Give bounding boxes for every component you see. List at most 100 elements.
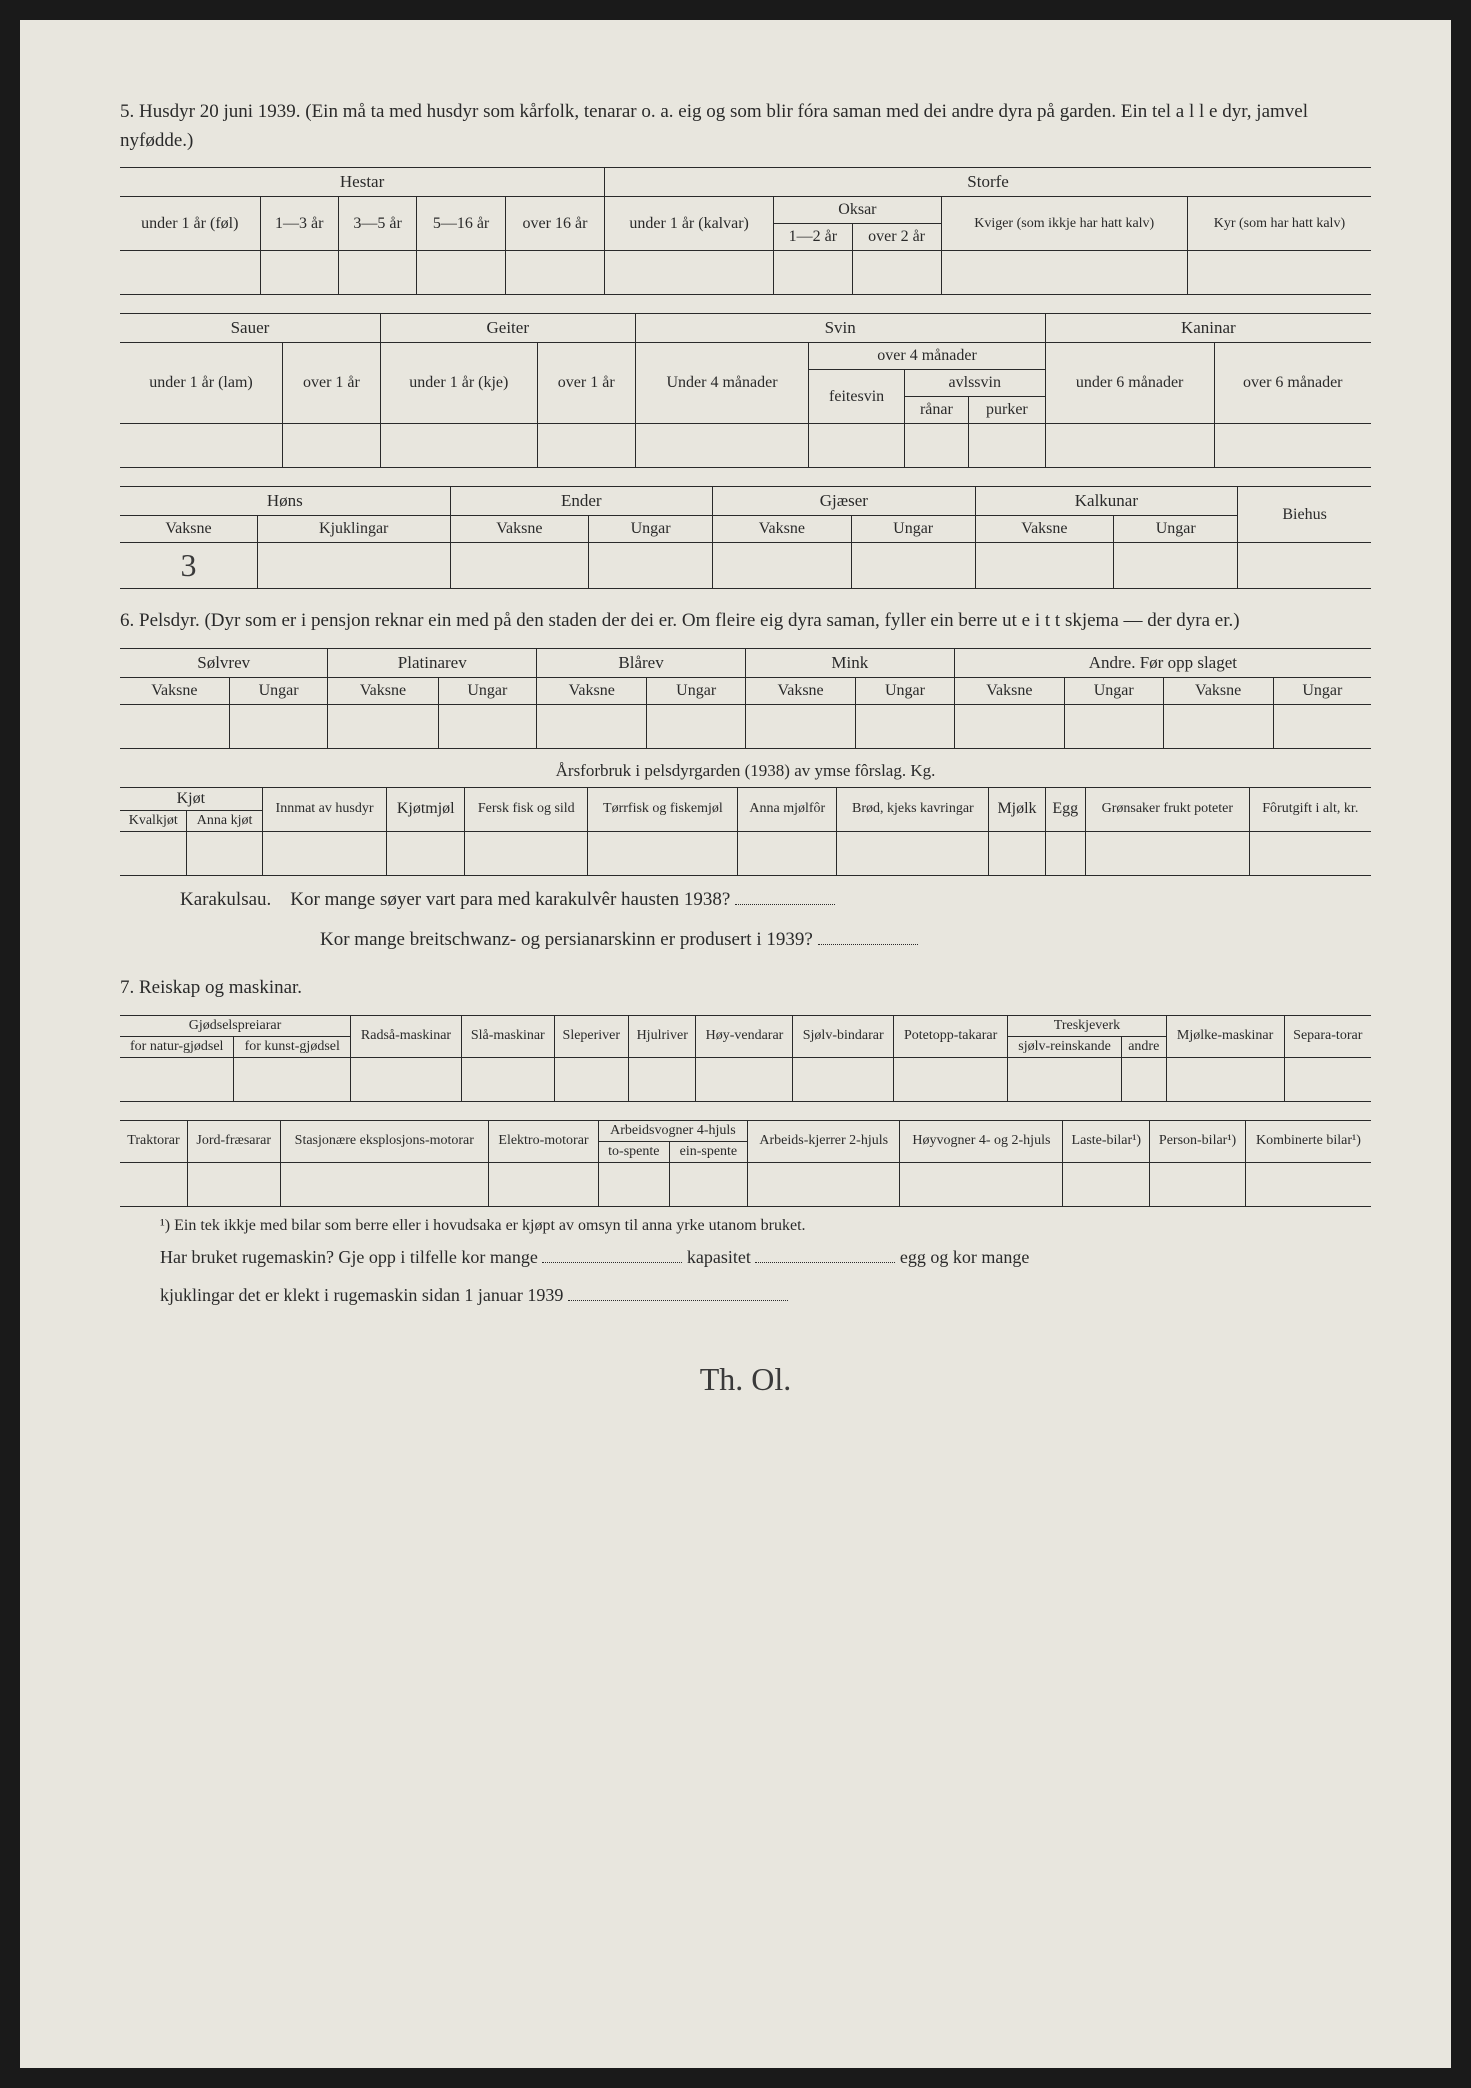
cell: [893, 1057, 1007, 1101]
col: under 6 månader: [1045, 343, 1214, 424]
col: Potetopp-takarar: [893, 1015, 1007, 1057]
cell: [696, 1057, 793, 1101]
cell: [904, 424, 968, 468]
blank-line: [735, 886, 835, 905]
col: Ungar: [589, 516, 713, 543]
col: Laste-bilar¹): [1063, 1120, 1150, 1162]
cell: [234, 1057, 351, 1101]
cell: [417, 251, 506, 295]
karakul-text2: Kor mange breitschwanz- og persianarskin…: [320, 929, 813, 950]
table-hestar-storfe: Hestar Storfe under 1 år (føl) 1—3 år 3—…: [120, 167, 1371, 295]
cell: [351, 1057, 462, 1101]
cell: [262, 831, 387, 875]
cell: [793, 1057, 893, 1101]
karakul-q1: Karakulsau. Kor mange søyer vart para me…: [180, 884, 1371, 916]
col: Vaksne: [450, 516, 589, 543]
table-arsforbruk: Kjøt Innmat av husdyr Kjøtmjøl Fersk fis…: [120, 787, 1371, 876]
karakul-label: Karakulsau.: [180, 889, 271, 910]
cell: [588, 831, 738, 875]
col: for kunst-gjødsel: [234, 1036, 351, 1057]
col: Separa-torar: [1284, 1015, 1371, 1057]
col: Ungar: [1114, 516, 1238, 543]
section-6-title: 6. Pelsdyr. (Dyr som er i pensjon reknar…: [120, 607, 1371, 636]
text: egg og kor mange: [900, 1247, 1029, 1267]
col: Anna mjølfôr: [738, 787, 837, 831]
cell: [120, 831, 187, 875]
sup: ¹): [1227, 1133, 1236, 1148]
personbilar-label: Person-bilar: [1159, 1133, 1227, 1148]
blarev-header: Blårev: [537, 648, 746, 677]
gjodsel-header: Gjødselspreiarar: [120, 1015, 351, 1036]
col: under 1 år (kje): [380, 343, 537, 424]
col: 5—16 år: [417, 197, 506, 251]
cell: [969, 424, 1046, 468]
cell: [629, 1057, 696, 1101]
cell: [387, 831, 465, 875]
svin-header: Svin: [635, 314, 1045, 343]
oksar-header: Oksar: [774, 197, 941, 224]
cell: [537, 424, 635, 468]
col: Ungar: [851, 516, 975, 543]
cell: [669, 1162, 747, 1206]
col: Grønsaker frukt poteter: [1086, 787, 1250, 831]
cell: [837, 831, 989, 875]
col: Jord-fræsarar: [187, 1120, 280, 1162]
sup: ¹): [1352, 1133, 1361, 1148]
cell: [1249, 831, 1371, 875]
cell: [1114, 543, 1238, 589]
col: Slå-maskinar: [461, 1015, 554, 1057]
mink-header: Mink: [745, 648, 954, 677]
biehus-header: Biehus: [1238, 487, 1371, 543]
cell: [1064, 704, 1163, 748]
col: Mjølke-maskinar: [1166, 1015, 1284, 1057]
cell: [120, 424, 283, 468]
col: Under 4 månader: [635, 343, 809, 424]
cell: [187, 831, 262, 875]
col: Stasjonære eksplosjons-motorar: [280, 1120, 489, 1162]
col: Brød, kjeks kavringar: [837, 787, 989, 831]
col: 3—5 år: [338, 197, 416, 251]
col: Vaksne: [713, 516, 852, 543]
col: to-spente: [598, 1141, 669, 1162]
col: Vaksne: [954, 677, 1064, 704]
cell: [738, 831, 837, 875]
col: Anna kjøt: [187, 810, 262, 831]
cell: [975, 543, 1114, 589]
section-5-title: 5. Husdyr 20 juni 1939. (Ein må ta med h…: [120, 98, 1371, 155]
col: Radså-maskinar: [351, 1015, 462, 1057]
kjot-header: Kjøt: [120, 787, 262, 810]
col: under 1 år (lam): [120, 343, 283, 424]
treskje-header: Treskjeverk: [1008, 1015, 1166, 1036]
table-reiskap-2: Traktorar Jord-fræsarar Stasjonære ekspl…: [120, 1120, 1371, 1207]
sauer-header: Sauer: [120, 314, 380, 343]
col: Høy-vendarar: [696, 1015, 793, 1057]
karakul-q2: Kor mange breitschwanz- og persianarskin…: [320, 924, 1371, 956]
col: Elektro-motorar: [489, 1120, 599, 1162]
cell: [954, 704, 1064, 748]
cell: [941, 251, 1187, 295]
cell: [1187, 251, 1371, 295]
col: Vaksne: [328, 677, 438, 704]
col: Vaksne: [120, 677, 229, 704]
col: feitesvin: [809, 370, 904, 424]
col: avlssvin: [904, 370, 1045, 397]
footnote-1: ¹) Ein tek ikkje med bilar som berre ell…: [160, 1217, 1371, 1235]
col: Kjøtmjøl: [387, 787, 465, 831]
col: Kviger (som ikkje har hatt kalv): [941, 197, 1187, 251]
cell: [120, 1162, 187, 1206]
table-reiskap-1: Gjødselspreiarar Radså-maskinar Slå-mask…: [120, 1015, 1371, 1102]
platinarev-header: Platinarev: [328, 648, 537, 677]
cell: [1214, 424, 1371, 468]
cell: [589, 543, 713, 589]
cell: [328, 704, 438, 748]
cell: [380, 424, 537, 468]
col: Høyvogner 4- og 2-hjuls: [900, 1120, 1063, 1162]
table-sauer-svin: Sauer Geiter Svin Kaninar under 1 år (la…: [120, 313, 1371, 468]
cell: [1045, 831, 1086, 875]
cell: [647, 704, 746, 748]
col: over 4 månader: [809, 343, 1045, 370]
cell: [809, 424, 904, 468]
cell: [120, 251, 260, 295]
col: under 1 år (kalvar): [605, 197, 774, 251]
col: sjølv-reinskande: [1008, 1036, 1122, 1057]
